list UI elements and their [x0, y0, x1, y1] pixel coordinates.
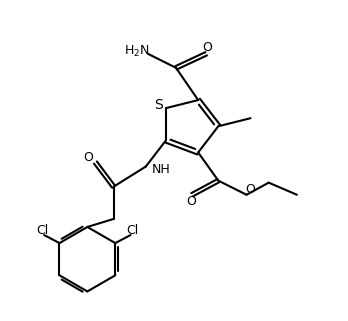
Text: H$_2$N: H$_2$N: [124, 44, 149, 59]
Text: O: O: [187, 195, 196, 208]
Text: O: O: [83, 151, 93, 164]
Text: S: S: [154, 98, 163, 112]
Text: Cl: Cl: [126, 224, 139, 237]
Text: O: O: [246, 183, 255, 195]
Text: O: O: [202, 41, 212, 54]
Text: NH: NH: [152, 163, 171, 176]
Text: Cl: Cl: [36, 224, 48, 237]
